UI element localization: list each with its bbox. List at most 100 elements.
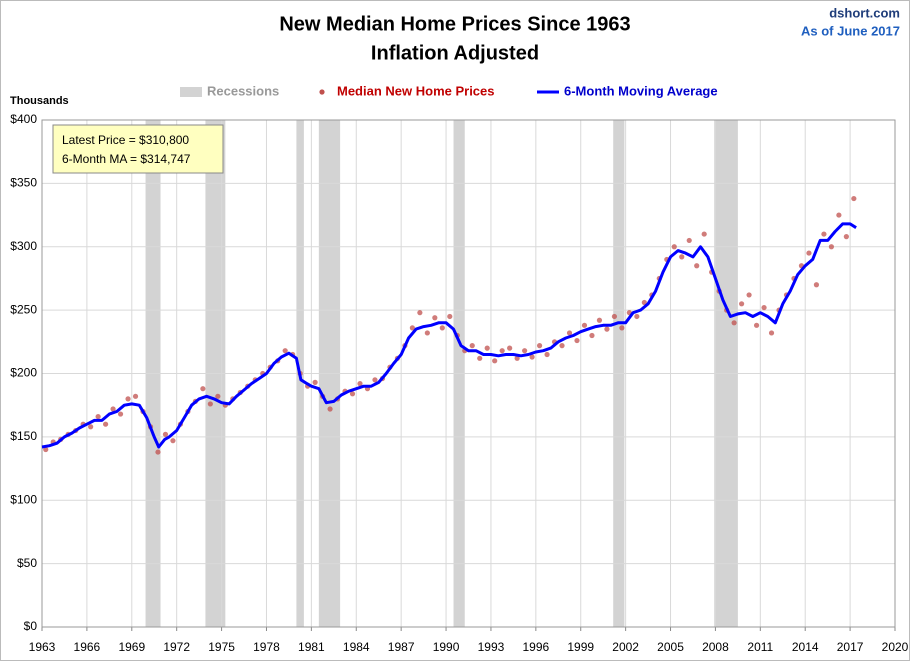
price-point — [88, 424, 94, 430]
price-point — [619, 325, 625, 331]
price-point — [162, 431, 169, 437]
legend: Recessions Median New Home Prices 6-Month … — [180, 83, 718, 98]
price-point — [155, 449, 161, 455]
price-point — [694, 263, 700, 269]
price-point — [469, 343, 475, 349]
price-point — [566, 330, 573, 336]
price-point — [574, 337, 580, 344]
y-tick-label: $350 — [10, 176, 37, 190]
chart-title: New Median Home Prices Since 1963 — [279, 13, 630, 35]
x-tick-label: 1969 — [118, 640, 145, 654]
price-point — [604, 326, 610, 332]
price-point — [671, 244, 677, 250]
price-point — [634, 313, 640, 320]
price-point — [589, 332, 595, 339]
x-tick-label: 2011 — [747, 640, 773, 654]
price-point — [417, 310, 423, 316]
price-point — [447, 313, 453, 320]
price-point — [843, 234, 849, 240]
x-tick-label: 2020 — [882, 640, 909, 654]
date-note: As of June 2017 — [801, 23, 900, 38]
price-point — [424, 330, 430, 336]
y-tick-label: $300 — [10, 239, 37, 253]
price-point — [731, 320, 737, 326]
price-point — [806, 250, 812, 256]
x-tick-label: 1981 — [298, 640, 325, 654]
price-point — [432, 315, 438, 321]
price-point — [559, 343, 565, 349]
price-point — [701, 231, 707, 237]
price-point — [170, 438, 176, 444]
price-point — [484, 345, 490, 351]
x-tick-label: 1984 — [343, 640, 370, 654]
price-point — [529, 354, 535, 360]
x-tick-label: 2005 — [657, 640, 684, 654]
price-point — [514, 355, 520, 361]
x-tick-label: 2008 — [702, 640, 729, 654]
price-point — [507, 345, 513, 351]
price-point — [132, 393, 139, 399]
y-tick-label: $200 — [10, 366, 37, 380]
y-tick-label: $100 — [10, 492, 37, 506]
y-tick-label: $400 — [10, 112, 37, 126]
x-tick-label: 2014 — [792, 640, 819, 654]
legend-label: 6-Month Moving Average — [564, 83, 718, 98]
price-point — [499, 348, 505, 354]
price-point — [611, 313, 618, 320]
legend-swatch — [180, 87, 202, 97]
x-tick-label: 1975 — [208, 640, 235, 654]
price-point — [43, 446, 49, 453]
price-point — [544, 351, 550, 358]
price-point — [349, 391, 356, 397]
price-point — [761, 304, 767, 311]
price-point — [821, 231, 827, 237]
price-point — [207, 401, 213, 407]
price-point — [522, 348, 528, 354]
annotation-box — [52, 124, 224, 174]
price-point — [95, 413, 101, 420]
price-point — [439, 325, 445, 331]
price-point — [215, 393, 221, 399]
plot-border — [41, 119, 896, 628]
price-point — [200, 386, 206, 392]
y-tick-label: $150 — [10, 429, 37, 443]
price-point — [282, 348, 288, 354]
x-tick-label: 1996 — [522, 640, 549, 654]
annotation: Latest Price = $310,800 — [62, 133, 189, 147]
price-point — [768, 330, 775, 336]
x-tick-label: 1978 — [253, 640, 280, 654]
price-point — [103, 421, 109, 427]
y-tick-label: $0 — [24, 619, 38, 633]
price-point — [357, 381, 363, 387]
price-point — [110, 406, 116, 412]
price-point — [492, 358, 498, 364]
price-point — [477, 355, 483, 361]
x-tick-label: 2002 — [612, 640, 639, 654]
price-point — [409, 325, 415, 331]
price-point — [836, 212, 842, 218]
y-axis-label: Thousands — [10, 95, 69, 107]
price-point — [117, 411, 124, 417]
price-point — [596, 317, 603, 323]
x-tick-label: 1987 — [388, 640, 415, 654]
legend-swatch — [319, 89, 325, 95]
moving-average-line — [41, 222, 857, 449]
price-point — [813, 282, 820, 288]
legend-label: Median New Home Prices — [337, 83, 495, 98]
chart-subtitle: Inflation Adjusted — [371, 42, 539, 64]
price-point — [641, 299, 647, 306]
price-point — [536, 343, 543, 349]
x-tick-label: 1999 — [567, 640, 594, 654]
price-point — [679, 254, 685, 260]
y-tick-label: $50 — [17, 556, 37, 570]
price-point — [686, 237, 692, 244]
price-point — [753, 322, 760, 328]
price-point — [739, 301, 745, 307]
price-point — [372, 377, 378, 383]
x-tick-label: 1993 — [478, 640, 505, 654]
price-point — [746, 292, 752, 298]
y-tick-label: $250 — [10, 302, 37, 316]
x-tick-label: 1990 — [433, 640, 460, 654]
price-point — [828, 244, 834, 250]
